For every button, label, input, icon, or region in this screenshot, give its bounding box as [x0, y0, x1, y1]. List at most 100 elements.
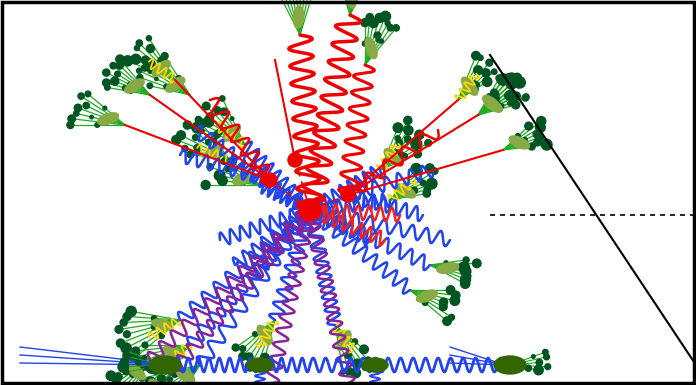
Circle shape: [512, 73, 521, 82]
Circle shape: [213, 131, 220, 138]
Circle shape: [115, 71, 120, 77]
Circle shape: [459, 262, 469, 273]
Circle shape: [83, 102, 89, 109]
Polygon shape: [665, 0, 696, 385]
Circle shape: [239, 352, 246, 360]
Circle shape: [534, 139, 541, 146]
Circle shape: [496, 102, 501, 107]
Circle shape: [122, 85, 127, 90]
Circle shape: [263, 173, 277, 187]
Circle shape: [341, 188, 355, 202]
Circle shape: [491, 89, 498, 96]
Circle shape: [115, 325, 122, 333]
Circle shape: [116, 384, 127, 385]
Circle shape: [535, 134, 544, 141]
Circle shape: [143, 355, 147, 360]
Ellipse shape: [365, 38, 377, 59]
Circle shape: [145, 59, 155, 69]
Circle shape: [461, 279, 470, 288]
Ellipse shape: [223, 125, 240, 141]
Circle shape: [136, 40, 143, 46]
Circle shape: [374, 32, 381, 38]
Circle shape: [486, 59, 493, 66]
Circle shape: [197, 150, 201, 154]
Ellipse shape: [152, 319, 173, 330]
Circle shape: [537, 117, 546, 126]
Circle shape: [345, 352, 351, 358]
Circle shape: [114, 373, 122, 381]
Ellipse shape: [232, 173, 253, 185]
Polygon shape: [682, 0, 696, 385]
Circle shape: [397, 152, 404, 159]
Circle shape: [260, 353, 269, 362]
Circle shape: [123, 348, 129, 354]
Circle shape: [141, 56, 150, 64]
Circle shape: [427, 295, 432, 300]
Circle shape: [152, 316, 157, 321]
Circle shape: [131, 54, 141, 64]
Ellipse shape: [127, 363, 145, 380]
Circle shape: [478, 55, 483, 60]
Circle shape: [134, 370, 141, 377]
Circle shape: [446, 286, 455, 294]
Circle shape: [508, 101, 512, 105]
Circle shape: [157, 375, 166, 383]
Circle shape: [360, 345, 368, 354]
Circle shape: [194, 145, 200, 151]
Circle shape: [449, 315, 454, 320]
Circle shape: [67, 122, 74, 129]
Circle shape: [528, 143, 535, 150]
Circle shape: [132, 347, 140, 355]
Circle shape: [414, 150, 421, 158]
Circle shape: [201, 181, 210, 189]
Circle shape: [118, 362, 129, 372]
Circle shape: [139, 370, 143, 373]
Circle shape: [193, 134, 198, 141]
Circle shape: [177, 75, 181, 80]
Circle shape: [155, 77, 158, 80]
Circle shape: [352, 339, 358, 345]
Circle shape: [177, 131, 185, 140]
Circle shape: [127, 82, 132, 87]
Circle shape: [164, 85, 168, 89]
Ellipse shape: [509, 136, 530, 149]
Circle shape: [443, 317, 451, 325]
Circle shape: [216, 129, 222, 135]
Ellipse shape: [257, 325, 272, 344]
Circle shape: [230, 117, 234, 121]
Circle shape: [152, 382, 159, 385]
Circle shape: [545, 364, 551, 370]
Circle shape: [362, 363, 370, 371]
Circle shape: [161, 53, 168, 59]
Ellipse shape: [483, 97, 503, 112]
Circle shape: [515, 81, 522, 88]
Circle shape: [126, 306, 136, 316]
Circle shape: [196, 116, 202, 123]
Circle shape: [172, 136, 181, 144]
Circle shape: [532, 355, 535, 358]
Circle shape: [74, 104, 81, 112]
Circle shape: [361, 18, 369, 27]
Circle shape: [199, 128, 204, 133]
Circle shape: [192, 122, 203, 133]
Circle shape: [116, 55, 124, 64]
Circle shape: [345, 367, 352, 375]
Circle shape: [420, 180, 426, 186]
Circle shape: [375, 13, 384, 23]
Circle shape: [342, 339, 347, 345]
Circle shape: [237, 175, 241, 179]
Circle shape: [439, 303, 447, 311]
Circle shape: [504, 74, 514, 84]
Circle shape: [245, 353, 253, 361]
Circle shape: [381, 12, 390, 22]
Circle shape: [255, 361, 260, 366]
Circle shape: [461, 266, 470, 276]
Circle shape: [397, 139, 403, 146]
Circle shape: [393, 25, 400, 31]
Circle shape: [171, 370, 178, 377]
Circle shape: [228, 157, 236, 166]
Circle shape: [110, 62, 116, 69]
Ellipse shape: [384, 149, 402, 166]
Circle shape: [288, 153, 302, 167]
Circle shape: [508, 73, 516, 80]
